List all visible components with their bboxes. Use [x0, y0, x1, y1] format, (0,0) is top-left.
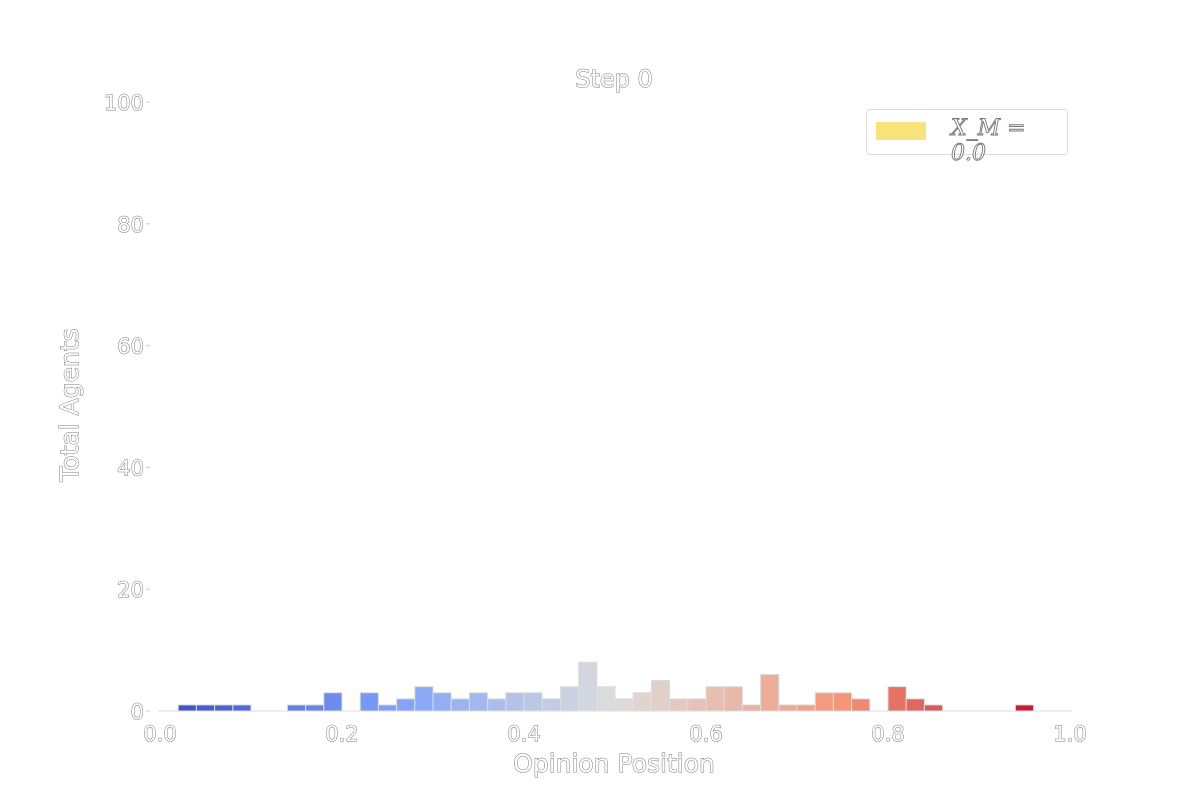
histogram-bar — [596, 686, 616, 712]
y-tick-label: 60 — [117, 335, 144, 359]
histogram-bar — [559, 686, 580, 712]
histogram-bar — [614, 698, 634, 712]
histogram-bar — [832, 692, 853, 712]
y-axis-label: Total Agents — [55, 328, 84, 482]
y-tick-label: 40 — [117, 456, 144, 480]
histogram-bar — [687, 698, 707, 712]
histogram-bar — [650, 680, 671, 712]
y-tick-label: 0 — [131, 700, 144, 724]
histogram-bar — [232, 704, 252, 712]
histogram-bar — [1014, 704, 1035, 712]
histogram-bar — [323, 692, 343, 712]
y-tick-label: 80 — [117, 213, 144, 237]
x-axis-label: Opinion Position — [513, 749, 715, 778]
chart-title: Step 0 — [575, 65, 653, 93]
legend: X_M = 0.0 — [866, 109, 1068, 166]
histogram-bar — [723, 686, 743, 712]
histogram-bar — [195, 704, 216, 712]
histogram-bar — [414, 686, 434, 712]
histogram-bar — [905, 698, 925, 712]
y-axis-ticks: 0 20 40 60 80 100 — [103, 91, 150, 725]
histogram-bar — [669, 698, 689, 712]
histogram-bar — [286, 704, 307, 712]
y-tick-label: 100 — [104, 91, 144, 115]
histogram-bar — [578, 661, 598, 712]
x-tick-label: 0.0 — [143, 722, 176, 746]
legend-label: X_M = 0.0 — [951, 116, 1027, 167]
y-tick-label: 20 — [117, 578, 144, 602]
histogram-bar — [887, 686, 907, 712]
histogram-bars — [177, 661, 1035, 712]
histogram-bar — [432, 692, 452, 712]
histogram-bar — [487, 698, 507, 712]
x-axis-ticks: 0.0 0.2 0.4 0.6 0.8 1.0 — [143, 722, 1087, 747]
histogram-bar — [814, 692, 834, 712]
histogram-bar — [851, 698, 871, 712]
histogram-bar — [541, 698, 561, 712]
histogram-bar — [705, 686, 725, 712]
x-tick-label: 0.4 — [507, 722, 540, 746]
histogram-bar — [923, 704, 944, 712]
histogram-bar — [305, 704, 325, 712]
histogram-bar — [523, 692, 543, 712]
histogram-bar — [177, 704, 197, 712]
histogram-bar — [632, 692, 652, 712]
histogram-bar — [778, 704, 798, 712]
histogram-bar — [450, 698, 470, 712]
histogram-bar — [760, 673, 780, 712]
histogram-bar — [359, 692, 379, 712]
histogram-bar — [741, 704, 762, 712]
histogram-bar — [377, 704, 398, 712]
x-tick-label: 0.2 — [325, 722, 358, 746]
histogram-bar — [396, 698, 416, 712]
x-tick-label: 1.0 — [1053, 722, 1086, 746]
x-tick-label: 0.8 — [871, 722, 904, 746]
histogram-bar — [468, 692, 489, 712]
histogram-bar — [214, 704, 234, 712]
histogram-bar — [505, 692, 525, 712]
legend-swatch — [876, 122, 926, 140]
x-tick-label: 0.6 — [689, 722, 722, 746]
histogram-bar — [796, 704, 816, 712]
